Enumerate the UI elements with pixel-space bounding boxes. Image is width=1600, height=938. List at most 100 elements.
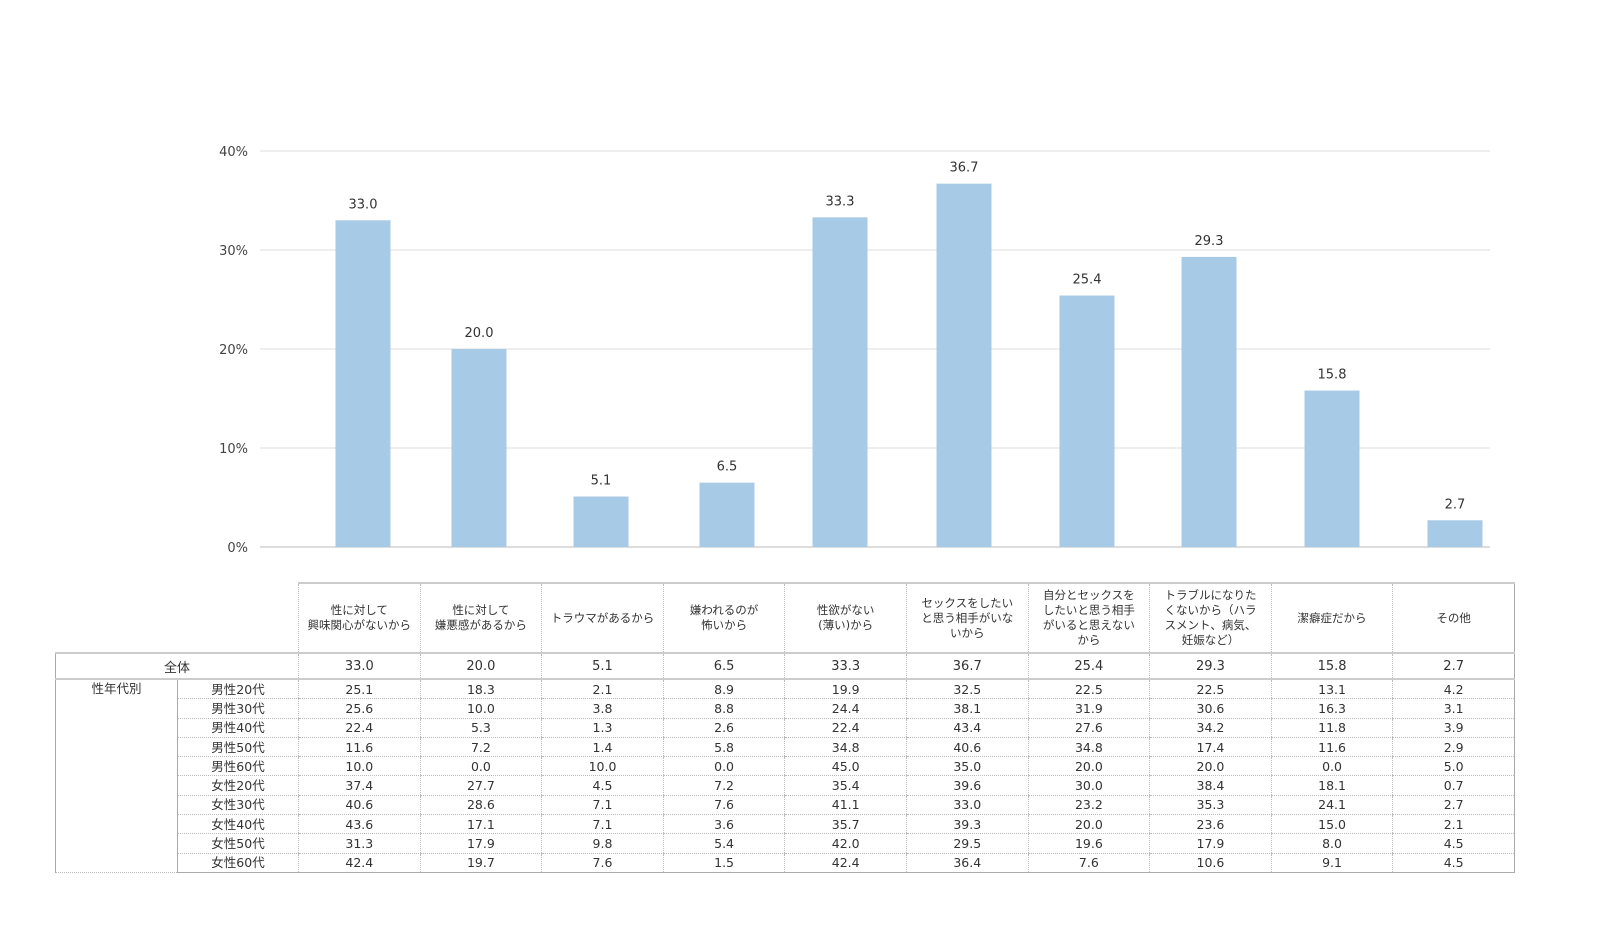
bar bbox=[335, 220, 391, 548]
table-cell: 5.3 bbox=[419, 718, 542, 738]
table-cell: 7.1 bbox=[541, 814, 664, 835]
table-row: 女性50代 31.3 17.9 9.8 5.4 42.0 29.5 19.6 17.9 8.0 4.… bbox=[56, 833, 1515, 854]
table-cell: 4.5 bbox=[1392, 853, 1515, 873]
column-header: 性欲がない (薄い)から bbox=[784, 582, 907, 653]
table-cell: 6.5 bbox=[662, 652, 785, 680]
column-header: 性に対して 興味関心がないから bbox=[298, 582, 421, 653]
row-label: 女性50代 bbox=[177, 833, 299, 854]
table-cell: 19.6 bbox=[1027, 833, 1150, 854]
bar-chart: 0% 10% 20% 30% 40% 33.0 20.0 5.1 6.5 33.3 36.7 25.4… bbox=[219, 145, 1490, 556]
table-cell: 32.5 bbox=[905, 679, 1029, 700]
table-cell: 27.6 bbox=[1027, 718, 1150, 738]
group-label: 性年代別 bbox=[55, 679, 178, 873]
table-cell: 37.4 bbox=[298, 775, 421, 796]
table-cell: 4.2 bbox=[1392, 679, 1515, 700]
table-cell: 19.7 bbox=[419, 853, 542, 873]
table-cell: 41.1 bbox=[784, 795, 907, 816]
column-header: 嫌われるのが 怖いから bbox=[662, 582, 785, 653]
table-cell: 25.6 bbox=[298, 698, 421, 719]
column-header: 性に対して 嫌悪感があるから bbox=[419, 582, 542, 653]
bar bbox=[1059, 295, 1115, 547]
table-cell: 5.1 bbox=[541, 652, 664, 680]
table-cell: 27.7 bbox=[419, 775, 542, 796]
y-tick-label: 40% bbox=[219, 145, 248, 160]
table-row: 女性60代 42.4 19.7 7.6 1.5 42.4 36.4 7.6 10.6 9.1 4.5 bbox=[56, 853, 1515, 873]
table-cell: 23.6 bbox=[1149, 814, 1272, 835]
table-cell: 5.0 bbox=[1392, 756, 1515, 777]
table-cell: 45.0 bbox=[784, 756, 907, 777]
table-cell: 7.2 bbox=[419, 737, 542, 758]
table-cell: 31.3 bbox=[298, 833, 421, 854]
table-cell: 3.9 bbox=[1392, 718, 1515, 738]
bar bbox=[812, 217, 868, 547]
table-cell: 24.4 bbox=[784, 698, 907, 719]
table-cell: 22.5 bbox=[1027, 679, 1150, 700]
column-header: その他 bbox=[1392, 582, 1515, 653]
table-row: 性年代別 男性20代 25.1 18.3 2.1 8.9 19.9 32.5 22.5 22.5 1… bbox=[55, 679, 1515, 873]
table-cell: 5.8 bbox=[662, 737, 785, 758]
table-cell: 18.1 bbox=[1270, 775, 1393, 796]
row-label: 全体 bbox=[55, 652, 299, 680]
data-label: 2.7 bbox=[1445, 497, 1466, 512]
table-cell: 20.0 bbox=[1027, 814, 1150, 835]
data-label: 15.8 bbox=[1318, 368, 1347, 383]
table-cell: 34.2 bbox=[1149, 718, 1272, 738]
table-cell: 15.8 bbox=[1270, 652, 1393, 680]
row-label: 女性60代 bbox=[177, 853, 299, 873]
data-label: 36.7 bbox=[950, 161, 979, 176]
table-cell: 8.0 bbox=[1270, 833, 1393, 854]
table-cell: 42.0 bbox=[784, 833, 907, 854]
column-header: 潔癖症だから bbox=[1270, 582, 1393, 653]
table-cell: 29.5 bbox=[905, 833, 1029, 854]
table-cell: 22.4 bbox=[298, 718, 421, 738]
bar bbox=[936, 183, 992, 548]
column-header: トラウマがあるから bbox=[541, 582, 664, 653]
column-header: トラブルになりた くないから（ハラ スメント、病気、 妊娠など） bbox=[1149, 582, 1272, 653]
table-cell: 0.0 bbox=[419, 756, 542, 777]
table-cell: 33.3 bbox=[784, 652, 907, 680]
table-cell: 7.6 bbox=[1027, 853, 1150, 873]
table-corner bbox=[56, 583, 299, 653]
bar bbox=[573, 496, 629, 547]
table-row: 女性20代 37.4 27.7 4.5 7.2 35.4 39.6 30.0 38.4 18.1 0… bbox=[56, 775, 1515, 796]
table-cell: 3.8 bbox=[541, 698, 664, 719]
table-cell: 0.0 bbox=[662, 756, 785, 777]
table-cell: 33.0 bbox=[905, 795, 1029, 816]
bar bbox=[699, 482, 755, 547]
table-cell: 4.5 bbox=[541, 775, 664, 796]
bar bbox=[1181, 256, 1237, 547]
table-row: 男性30代 25.6 10.0 3.8 8.8 24.4 38.1 31.9 30.6 16.3 3… bbox=[56, 698, 1515, 719]
table-cell: 38.1 bbox=[905, 698, 1029, 719]
table-cell: 9.1 bbox=[1270, 853, 1393, 873]
table-cell: 7.6 bbox=[541, 853, 664, 873]
table-cell: 2.7 bbox=[1392, 652, 1515, 680]
table-cell: 35.3 bbox=[1149, 795, 1272, 816]
table-cell: 22.4 bbox=[784, 718, 907, 738]
table-cell: 25.4 bbox=[1027, 652, 1150, 680]
table-cell: 2.1 bbox=[1392, 814, 1515, 835]
table-cell: 39.6 bbox=[905, 775, 1029, 796]
bar bbox=[1427, 520, 1483, 547]
table-cell: 43.4 bbox=[905, 718, 1029, 738]
table-cell: 18.3 bbox=[419, 679, 542, 700]
row-label: 男性20代 bbox=[177, 679, 299, 700]
table-cell: 38.4 bbox=[1149, 775, 1272, 796]
table-cell: 17.4 bbox=[1149, 737, 1272, 758]
table-cell: 35.0 bbox=[905, 756, 1029, 777]
row-label: 女性30代 bbox=[177, 795, 299, 816]
table-cell: 7.6 bbox=[662, 795, 785, 816]
row-label: 男性60代 bbox=[177, 756, 299, 777]
table-cell: 15.0 bbox=[1270, 814, 1393, 835]
data-label: 33.3 bbox=[826, 194, 855, 209]
table-cell: 2.1 bbox=[541, 679, 664, 700]
table-cell: 40.6 bbox=[905, 737, 1029, 758]
table-cell: 5.4 bbox=[662, 833, 785, 854]
table-cell: 17.1 bbox=[419, 814, 542, 835]
table-cell: 9.8 bbox=[541, 833, 664, 854]
table-cell: 34.8 bbox=[1027, 737, 1150, 758]
table-row: 女性40代 43.6 17.1 7.1 3.6 35.7 39.3 20.0 23.6 15.0 2… bbox=[56, 814, 1515, 835]
table-row-total: 全体 33.0 20.0 5.1 6.5 33.3 36.7 25.4 29.3 15.8 2.7 bbox=[55, 652, 1515, 680]
row-label: 男性50代 bbox=[177, 737, 299, 758]
table-cell: 42.4 bbox=[298, 853, 421, 873]
table-cell: 2.9 bbox=[1392, 737, 1515, 758]
